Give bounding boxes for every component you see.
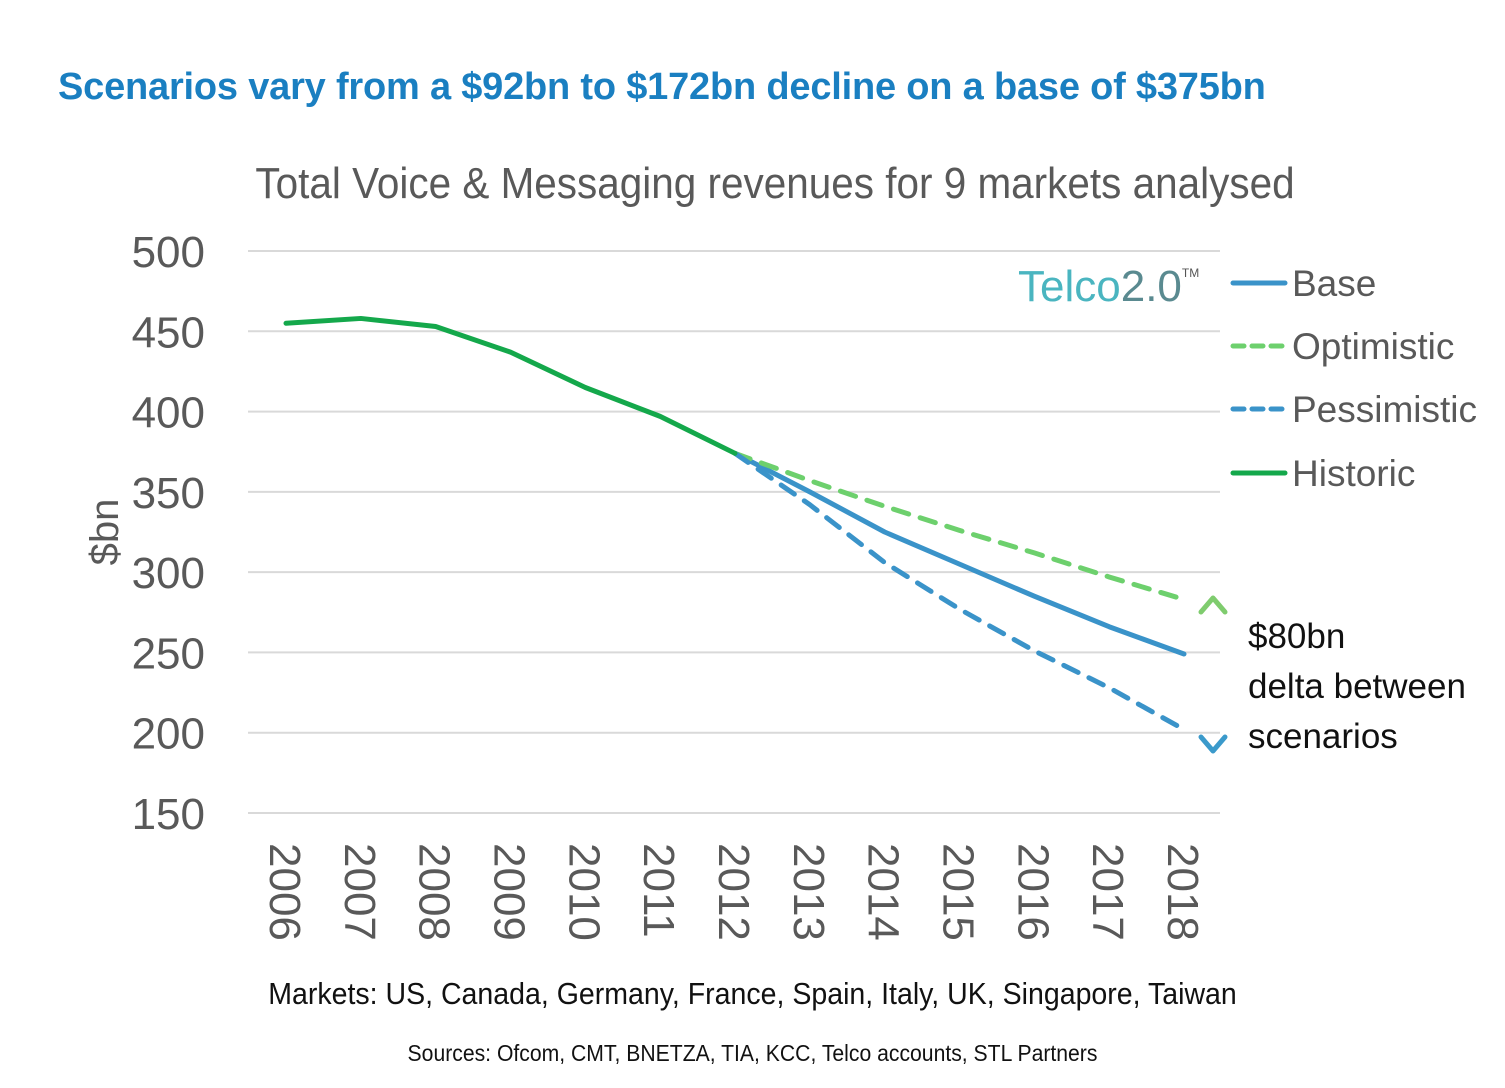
legend-label: Historic [1292,453,1415,494]
annotation-line-3: scenarios [1248,717,1398,756]
x-tick-label: 2006 [260,843,309,941]
x-tick-label: 2018 [1158,843,1207,941]
x-tick-label: 2016 [1008,843,1057,941]
legend-item-pessimistic: Pessimistic [1230,389,1477,430]
x-tick-label: 2007 [335,843,384,941]
series-line-historic [283,315,738,456]
x-tick-label: 2014 [859,843,908,941]
legend-label: Optimistic [1292,326,1454,367]
x-tick-label: 2012 [709,843,758,941]
series-line-pessimistic [732,450,1187,733]
x-tick-label: 2009 [485,843,534,941]
annotation-line-1: $80bn [1248,617,1345,656]
y-tick-label: 350 [132,469,205,518]
y-axis-label: $bn [83,499,127,566]
y-tick-label: 250 [132,629,205,678]
y-tick-label: 300 [132,549,205,598]
annotation-line-2: delta between [1248,667,1466,706]
logo-name: Telco [1018,262,1121,311]
markets-note: Markets: US, Canada, Germany, France, Sp… [268,976,1237,1011]
legend-item-optimistic: Optimistic [1230,326,1454,367]
chart-title: Total Voice & Messaging revenues for 9 m… [255,158,1294,207]
logo-version: 2.0 [1120,262,1182,311]
y-tick-label: 200 [132,710,205,759]
legend-label: Pessimistic [1292,389,1477,430]
x-axis-ticks: 2006 2007 2008 2009 2010 2011 2012 2013 2014 2015… [260,843,1207,941]
x-tick-label: 2010 [559,843,608,941]
legend-item-base: Base [1230,263,1376,304]
x-tick-label: 2017 [1083,843,1132,941]
y-tick-label: 400 [132,389,205,438]
logo-trademark: TM [1181,266,1200,280]
y-axis-ticks: 500 450 400 350 300 250 200 150 [132,228,205,839]
series-line-optimistic [732,450,1187,602]
x-tick-label: 2015 [934,843,983,941]
x-tick-label: 2011 [634,843,683,938]
headline: Scenarios vary from a $92bn to $172bn de… [58,66,1266,108]
legend-label: Base [1292,263,1376,304]
y-tick-label: 500 [132,228,205,277]
x-tick-label: 2013 [784,843,833,941]
y-tick-label: 450 [132,308,205,357]
telco-logo: Telco2.0TM [1018,262,1199,312]
legend-item-historic: Historic [1230,453,1415,494]
series-lines [283,315,1187,733]
delta-annotation: $80bn delta between scenarios [1248,617,1466,756]
gridlines [248,250,1220,814]
series-line-base [732,450,1187,657]
x-tick-label: 2008 [410,843,459,941]
y-tick-label: 150 [132,790,205,839]
legend: Base Optimistic Pessimistic Historic [1230,263,1477,494]
sources-note: Sources: Ofcom, CMT, BNETZA, TIA, KCC, T… [407,1040,1098,1066]
delta-arrow [1198,595,1228,754]
